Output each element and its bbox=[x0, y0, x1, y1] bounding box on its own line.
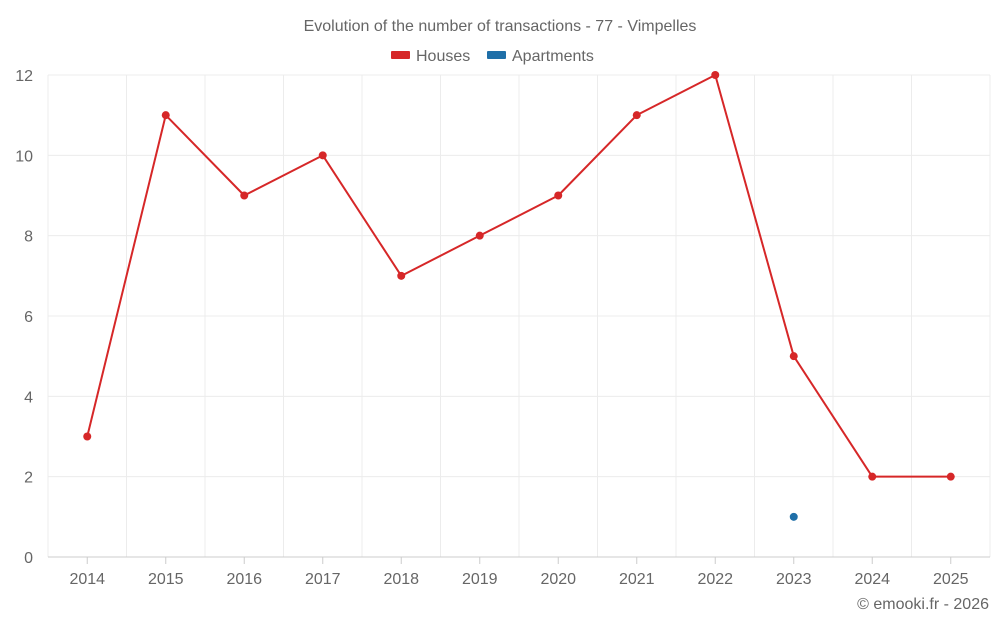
data-point-houses[interactable] bbox=[868, 472, 877, 481]
legend-item-houses[interactable]: Houses bbox=[391, 48, 470, 65]
data-point-houses[interactable] bbox=[632, 111, 641, 120]
series-line-houses bbox=[86, 74, 951, 478]
y-tick-label: 0 bbox=[24, 550, 33, 567]
data-point-houses[interactable] bbox=[475, 231, 484, 240]
x-tick-label: 2024 bbox=[854, 571, 890, 588]
y-tick-label: 2 bbox=[24, 470, 33, 487]
y-tick-label: 6 bbox=[24, 309, 33, 326]
data-point-houses[interactable] bbox=[161, 111, 170, 120]
x-tick-label: 2023 bbox=[776, 571, 812, 588]
x-tick-label: 2014 bbox=[69, 571, 105, 588]
x-tick-label: 2015 bbox=[148, 571, 184, 588]
x-tick-label: 2018 bbox=[383, 571, 419, 588]
data-point-houses[interactable] bbox=[554, 191, 563, 200]
legend: Houses Apartments bbox=[391, 48, 594, 65]
y-tick-label: 10 bbox=[15, 148, 33, 165]
x-tick-label: 2017 bbox=[305, 571, 341, 588]
y-tick-label: 8 bbox=[24, 229, 33, 246]
legend-swatch-houses bbox=[391, 51, 410, 59]
data-point-houses[interactable] bbox=[789, 352, 798, 361]
legend-item-apartments[interactable]: Apartments bbox=[487, 48, 594, 65]
data-point-apartments[interactable] bbox=[789, 512, 798, 521]
y-tick-label: 4 bbox=[24, 389, 33, 406]
data-point-houses[interactable] bbox=[711, 71, 720, 79]
x-tick-label: 2019 bbox=[462, 571, 498, 588]
legend-label-houses: Houses bbox=[416, 48, 470, 65]
credit-text: © emooki.fr - 2026 bbox=[857, 596, 989, 613]
x-tick-label: 2025 bbox=[933, 571, 969, 588]
y-tick-label: 12 bbox=[15, 68, 33, 85]
x-tick-label: 2022 bbox=[697, 571, 733, 588]
x-tick-label: 2020 bbox=[540, 571, 576, 588]
axes: 0 2 4 6 8 10 12 2014 2015 2016 2017 2018 2019 2020 202… bbox=[15, 68, 990, 588]
chart-title: Evolution of the number of transactions … bbox=[304, 18, 697, 35]
legend-swatch-apartments bbox=[487, 51, 506, 59]
data-point-houses[interactable] bbox=[318, 151, 327, 160]
data-point-houses[interactable] bbox=[240, 191, 249, 200]
series bbox=[83, 71, 955, 521]
data-point-houses[interactable] bbox=[83, 432, 92, 441]
data-point-houses[interactable] bbox=[397, 271, 406, 280]
gridlines bbox=[47, 74, 991, 557]
legend-label-apartments: Apartments bbox=[512, 48, 594, 65]
data-point-houses[interactable] bbox=[946, 472, 955, 481]
x-tick-label: 2016 bbox=[226, 571, 262, 588]
x-tick-label: 2021 bbox=[619, 571, 655, 588]
